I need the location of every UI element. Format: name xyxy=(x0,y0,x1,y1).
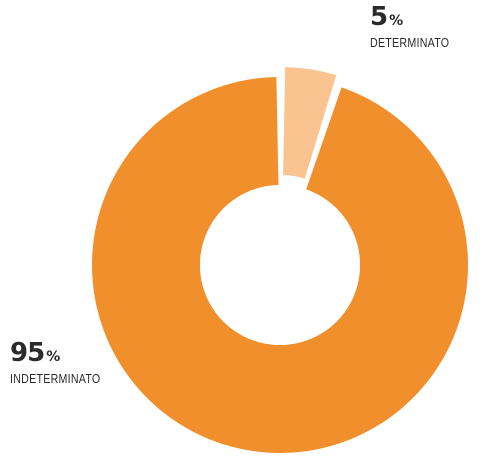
determinato-unit: % xyxy=(389,13,403,29)
donut-hole xyxy=(200,185,360,345)
indeterminato-percent: 95% xyxy=(10,340,120,366)
indeterminato-category: INDETERMINATO xyxy=(10,371,101,386)
determinato-category: DETERMINATO xyxy=(370,35,450,50)
slice-determinato xyxy=(283,67,337,179)
indeterminato-unit: % xyxy=(46,349,60,365)
indeterminato-value: 95 xyxy=(10,338,45,368)
determinato-label: 5% DETERMINATO xyxy=(370,4,467,49)
slice-indeterminato xyxy=(92,77,468,454)
determinato-value: 5 xyxy=(370,2,388,32)
determinato-percent: 5% xyxy=(370,4,467,30)
indeterminato-label: 95% INDETERMINATO xyxy=(10,340,120,385)
